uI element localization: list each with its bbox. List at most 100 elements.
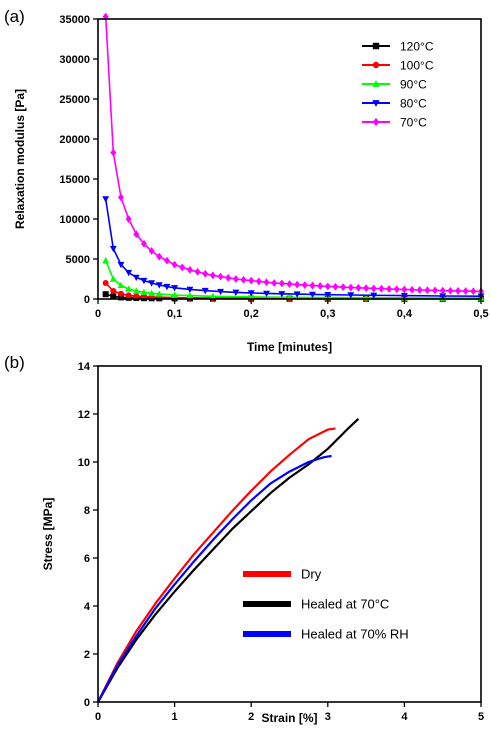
a-data-point [132,274,140,281]
a-data-point [263,290,270,297]
a-data-point [125,215,132,223]
panel-b-x-axis-title: Strain [%] [261,711,317,725]
a-data-point [332,282,339,291]
b-series-line [97,454,332,703]
a-data-point [140,293,147,300]
b-y-tick-label: 8 [84,505,90,517]
a-data-point [248,276,255,285]
a-data-point [293,291,301,298]
a-series-line [104,260,482,299]
panel-a-label: (a) [4,7,25,26]
a-series-4 [102,12,484,296]
b-y-tick-label: 2 [84,649,90,661]
a-data-point [263,278,270,287]
a-data-point [340,283,347,292]
a-data-point [140,288,148,295]
b-series-line [97,418,360,703]
a-data-point [462,287,469,295]
panel-a: (a) 0 0,1 0,2 0,3 0,4 0,5 0 5000 10000 15000 20000… [4,7,489,354]
a-data-point [247,290,255,297]
a-data-point [309,291,316,299]
a-x-tick-label: 0,4 [397,308,413,320]
a-data-point [163,283,171,291]
a-data-point [278,279,285,288]
a-data-point [424,286,431,295]
a-data-point [117,281,125,289]
a-x-tick-label: 0,5 [473,308,488,320]
b-y-tick-label: 6 [84,553,90,565]
panel-a-x-axis-title: Time [minutes] [247,340,332,354]
a-legend-label: 70°C [400,116,427,130]
a-data-point [140,277,148,285]
b-x-tick-label: 1 [172,711,178,723]
a-data-point [186,292,194,299]
a-data-point [393,285,400,294]
a-data-point [140,239,147,248]
a-data-point [171,285,179,292]
a-data-point [171,260,178,269]
b-y-tick-label: 10 [78,457,90,469]
a-data-point [102,280,109,286]
a-data-point [271,279,278,287]
b-x-tick-label: 5 [478,711,484,723]
b-y-tick-label: 12 [78,409,90,421]
a-data-point [347,292,355,299]
a-data-point [209,292,217,299]
a-data-point [186,286,194,293]
a-series-3 [102,196,485,300]
a-y-tick-label: 5000 [66,254,90,266]
a-legend-label: 120°C [400,40,434,54]
a-data-point [156,252,163,261]
a-data-point [278,291,286,298]
a-legend-marker [372,117,380,127]
a-data-point [439,286,446,295]
a-x-tick-label: 0,2 [244,308,259,320]
a-data-point [409,285,416,294]
a-data-point [163,256,170,265]
a-data-point [286,280,293,288]
panel-b-legend: Dry Healed at 70°C Healed at 70% RH [243,567,409,642]
a-data-point [110,288,117,294]
a-data-point [363,284,370,293]
a-data-point [355,283,362,292]
a-data-point [117,294,124,301]
a-y-tick-label: 30000 [59,54,90,66]
b-legend-label: Dry [301,567,322,582]
a-x-tick-label: 0,1 [167,308,182,320]
a-data-point [255,277,262,286]
a-legend-marker [372,61,380,69]
a-data-point [455,287,462,295]
a-data-point [102,196,110,203]
a-x-tick-label: 0 [95,308,101,320]
a-data-point [470,287,477,296]
panel-b-plot-frame [97,365,482,703]
panel-a-ticks: 0 0,1 0,2 0,3 0,4 0,5 0 5000 10000 15000 20000 2500… [59,14,488,320]
a-data-point [232,275,239,283]
a-data-point [125,285,133,292]
b-legend-label: Healed at 70°C [301,597,389,612]
b-y-tick-label: 4 [84,601,91,613]
a-data-point [432,286,439,295]
a-data-point [117,290,124,297]
a-data-point [386,285,393,293]
a-legend-label: 100°C [400,59,434,73]
a-data-point [125,292,132,299]
b-y-tick-label: 14 [78,361,91,373]
a-data-point [148,289,156,296]
b-series-2 [97,454,332,703]
a-data-point [347,283,354,292]
a-y-tick-label: 15000 [59,174,90,186]
a-y-tick-label: 20000 [59,134,90,146]
a-data-point [447,286,454,295]
a-data-point [400,292,408,300]
a-data-point [201,287,209,295]
a-data-point [317,282,324,290]
a-data-point [110,293,117,300]
panel-b-series-group [97,418,360,703]
a-data-point [240,275,247,284]
a-data-point [133,293,140,300]
